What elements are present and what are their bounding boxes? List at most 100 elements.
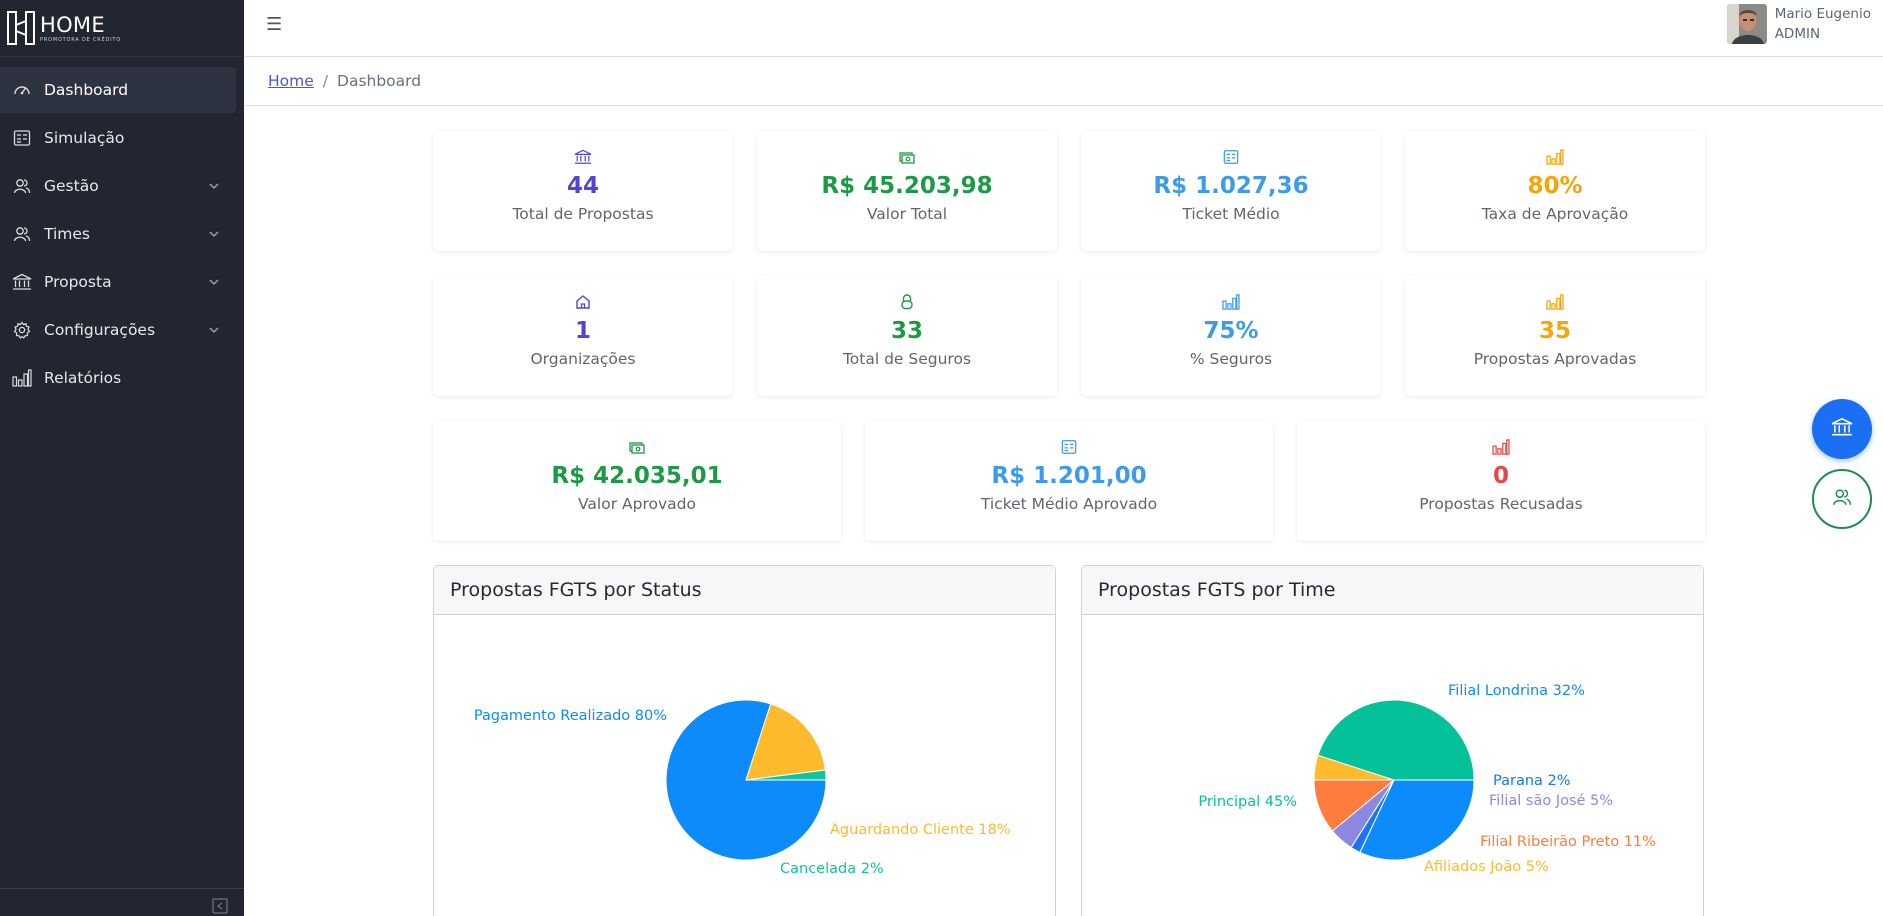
stat-label: Propostas Aprovadas [1473,350,1637,368]
bar-chart-icon [1546,148,1564,166]
stat-label: % Seguros [1189,350,1273,368]
breadcrumb-separator: / [322,72,329,90]
hamburger-menu-icon[interactable]: ☰ [266,14,283,35]
sidebar-item-label: Times [44,225,91,243]
sidebar-nav: Dashboard Simulação Gestão Times [0,57,244,401]
brand-logo-area[interactable]: HOME PROMOTORA DE CRÉDITO [0,0,244,57]
chevron-down-icon [209,231,219,237]
user-menu[interactable]: Mario Eugenio ADMIN [1726,4,1871,44]
stat-label: Ticket Médio Aprovado [980,495,1158,513]
sidebar-item-simulacao[interactable]: Simulação [0,115,236,161]
stat-label: Propostas Recusadas [1419,495,1583,513]
stat-value: 1 [574,318,591,344]
stat-card-propostas-aprovadas: 35 Propostas Aprovadas [1405,276,1705,396]
panel-title: Propostas FGTS por Status [450,579,702,601]
user-name: Mario Eugenio [1774,6,1871,22]
stat-card-ticket-medio-aprovado: R$ 1.201,00 Ticket Médio Aprovado [865,421,1273,541]
pie-slice-label: Parana 2% [1493,773,1571,789]
stat-label: Ticket Médio [1182,205,1280,223]
pie-slice-label: Principal 45% [1198,794,1297,810]
stat-label: Organizações [530,350,636,368]
panel-title: Propostas FGTS por Time [1098,579,1336,601]
pie-slice-label: Filial Ribeirão Preto 11% [1480,834,1656,850]
speedometer-icon [12,80,32,100]
home-icon [574,293,592,311]
stat-value: 35 [1538,318,1571,344]
gear-icon [12,320,32,340]
pie-slice-label: Afiliados João 5% [1424,859,1549,875]
sidebar-item-label: Dashboard [44,81,129,99]
bank-icon [1831,417,1853,441]
brand-subtitle: PROMOTORA DE CRÉDITO [40,36,121,43]
top-header: ☰ Mario Eugenio ADMIN [244,0,1883,57]
users-icon [12,224,32,244]
pie-slice[interactable] [1317,699,1475,781]
calculator-icon [12,128,32,148]
sidebar-item-relatorios[interactable]: Relatórios [0,355,236,401]
sidebar-item-label: Configurações [44,321,156,339]
calculator-icon [1060,438,1078,456]
breadcrumb-home-link[interactable]: Home [268,72,314,90]
pie-slice[interactable] [745,769,827,781]
brand-title: HOME [40,12,105,37]
bank-icon [12,272,32,292]
users-icon [12,176,32,196]
brand-logo-icon [7,11,35,45]
sidebar: HOME PROMOTORA DE CRÉDITO Dashboard Simu… [0,0,244,916]
collapse-sidebar-icon[interactable] [212,898,228,914]
sidebar-item-dashboard[interactable]: Dashboard [0,67,236,113]
pie-slice[interactable] [745,703,826,781]
sidebar-item-label: Relatórios [44,369,122,387]
panel-propostas-por-time: Propostas FGTS por Time Filial Londrina … [1081,565,1704,916]
stat-label: Valor Aprovado [578,495,696,513]
stat-card-taxa-aprovacao: 80% Taxa de Aprovação [1405,131,1705,251]
sidebar-item-times[interactable]: Times [0,211,236,257]
lock-icon [898,293,916,311]
chevron-down-icon [209,327,219,333]
stat-value: R$ 1.027,36 [1153,173,1309,199]
sidebar-item-gestao[interactable]: Gestão [0,163,236,209]
pie-slice-label: Filial Londrina 32% [1448,683,1585,699]
user-role: ADMIN [1774,26,1821,42]
stat-label: Total de Seguros [842,350,972,368]
breadcrumb: Home / Dashboard [244,57,1883,106]
pie-slice-label: Pagamento Realizado 80% [474,708,667,724]
stat-card-valor-aprovado: R$ 42.035,01 Valor Aprovado [433,421,841,541]
pie-chart-status: Pagamento Realizado 80% Aguardando Client… [474,699,1011,877]
pie-slice[interactable] [1359,779,1475,861]
bar-chart-icon [12,368,32,388]
sidebar-item-label: Gestão [44,177,99,195]
bar-chart-icon [1492,438,1510,456]
stat-value: 33 [890,318,923,344]
stat-value: 80% [1527,173,1583,199]
stat-value: R$ 42.035,01 [551,463,723,489]
floating-proposta-button[interactable] [1812,399,1872,459]
avatar [1726,4,1767,44]
stat-card-valor-total: R$ 45.203,98 Valor Total [757,131,1057,251]
cash-icon [628,438,646,456]
stat-value: R$ 45.203,98 [821,173,993,199]
bank-icon [574,148,592,166]
pie-slice-label: Cancelada 2% [780,861,884,877]
stat-card-organizacoes: 1 Organizações [433,276,733,396]
panel-propostas-por-status: Propostas FGTS por Status Pagamento Real… [433,565,1056,916]
cash-icon [898,148,916,166]
sidebar-item-configuracoes[interactable]: Configurações [0,307,236,353]
bar-chart-icon [1222,293,1240,311]
stat-card-propostas-recusadas: 0 Propostas Recusadas [1297,421,1705,541]
stat-value: 0 [1492,463,1509,489]
sidebar-item-proposta[interactable]: Proposta [0,259,236,305]
stat-card-ticket-medio: R$ 1.027,36 Ticket Médio [1081,131,1381,251]
pie-chart-time: Filial Londrina 32% Parana 2% Filial são J… [1198,683,1656,875]
stat-card-total-propostas: 44 Total de Propostas [433,131,733,251]
stat-value: R$ 1.201,00 [991,463,1147,489]
stat-label: Total de Propostas [512,205,654,223]
chevron-down-icon [209,279,219,285]
sidebar-item-label: Simulação [44,129,125,147]
pie-slice-label: Aguardando Cliente 18% [830,822,1011,838]
stat-card-total-seguros: 33 Total de Seguros [757,276,1057,396]
calculator-icon [1222,148,1240,166]
sidebar-footer [0,888,244,916]
floating-users-button[interactable] [1812,469,1872,529]
stat-label: Taxa de Aprovação [1481,205,1629,223]
